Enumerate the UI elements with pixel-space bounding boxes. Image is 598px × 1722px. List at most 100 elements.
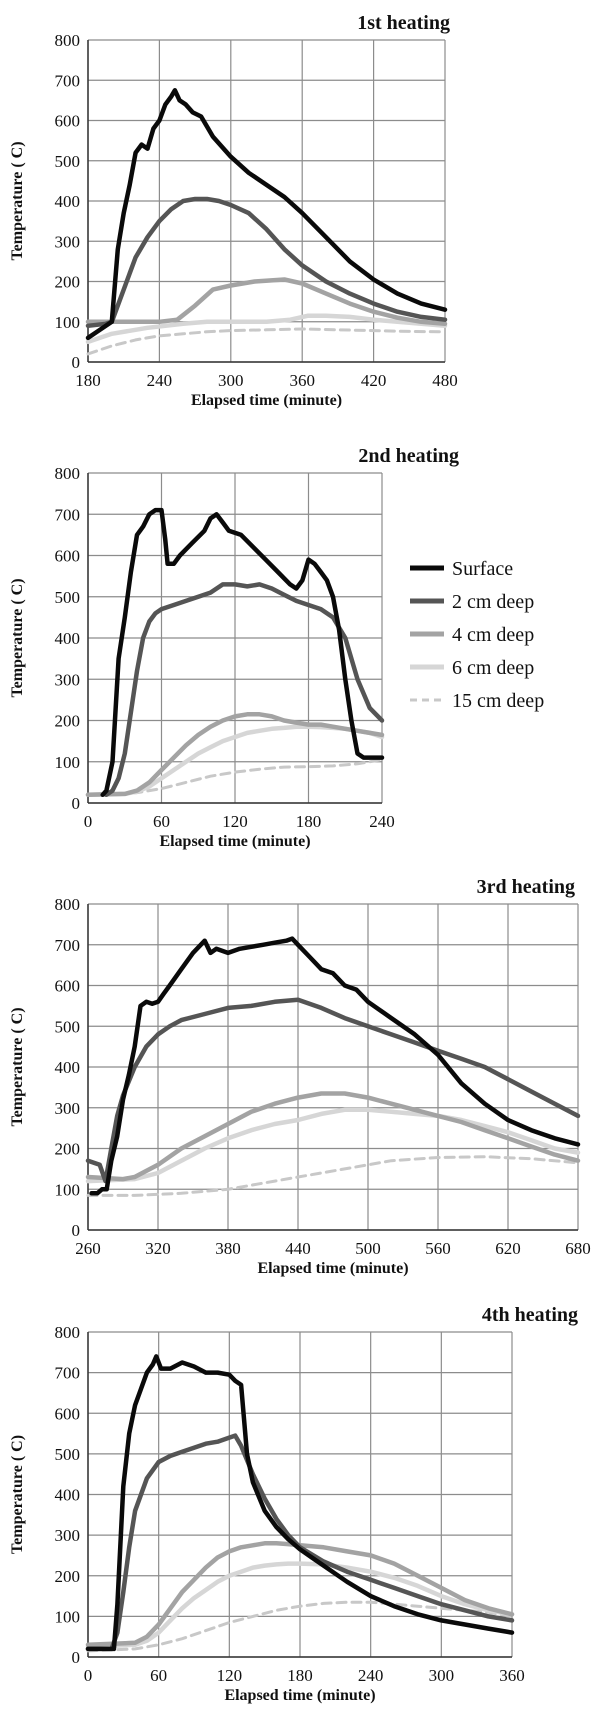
chart-panel-2: 0 100 200 300 400 500 600 700 800 0 60 120 180 240 Ela…	[9, 445, 459, 850]
series-line-15-cm-deep	[86, 1155, 580, 1197]
legend-label-15cm: 15 cm deep	[452, 690, 544, 712]
x-tick-label: 240	[358, 1666, 384, 1685]
legend-label-6cm: 6 cm deep	[452, 657, 534, 679]
y-tick-label: 700	[55, 1364, 81, 1383]
x-tick-label: 500	[355, 1239, 381, 1258]
y-tick-label: 0	[72, 1221, 81, 1240]
y-tick-label: 0	[72, 1648, 81, 1667]
x-tick-label: 300	[429, 1666, 455, 1685]
y-tick-label: 600	[55, 112, 81, 131]
series-line-4-cm-deep	[85, 1091, 581, 1182]
x-tick-label: 480	[432, 371, 458, 390]
y-tick-label: 0	[72, 353, 81, 372]
y-tick-label: 300	[55, 670, 81, 689]
y-tick-label: 600	[55, 547, 81, 566]
series-line-15-cm-deep	[86, 1600, 514, 1653]
series-line-2-cm-deep	[104, 582, 385, 798]
y-tick-label: 700	[55, 71, 81, 90]
y-axis-label: Temperature ( C)	[9, 141, 26, 260]
y-axis-label: Temperature ( C)	[9, 578, 26, 697]
x-tick-label: 240	[147, 371, 173, 390]
y-tick-label: 500	[55, 588, 81, 607]
x-tick-label: 680	[565, 1239, 591, 1258]
y-tick-label: 300	[55, 232, 81, 251]
chart-panel-1: 0 100 200 300 400 500 600 700 800 180 240 300 360 420…	[9, 12, 458, 409]
series-line-4-cm-deep	[85, 712, 385, 798]
y-tick-label: 800	[55, 1323, 81, 1342]
y-axis-label: Temperature ( C)	[9, 1435, 26, 1554]
x-tick-label: 0	[84, 812, 93, 831]
y-tick-label: 400	[55, 629, 81, 648]
chart-title: 2nd heating	[358, 445, 459, 467]
series-line-6-cm-deep	[85, 1107, 581, 1184]
legend-label-2cm: 2 cm deep	[452, 591, 534, 613]
y-tick-label: 0	[72, 794, 81, 813]
chart-panel-4: 0 100 200 300 400 500 600 700 800 0 60 120 180 240 300…	[9, 1304, 578, 1704]
series-line-4-cm-deep	[85, 277, 448, 327]
y-tick-label: 200	[55, 1567, 81, 1586]
chart-title: 4th heating	[482, 1304, 578, 1326]
y-tick-label: 600	[55, 1404, 81, 1423]
series-line-surface	[85, 88, 448, 341]
x-tick-label: 420	[361, 371, 387, 390]
series-line-15-cm-deep	[86, 327, 447, 356]
y-tick-label: 100	[55, 1180, 81, 1199]
x-tick-label: 360	[289, 371, 315, 390]
x-tick-label: 260	[75, 1239, 101, 1258]
y-tick-label: 600	[55, 977, 81, 996]
y-tick-label: 700	[55, 936, 81, 955]
y-tick-label: 500	[55, 1017, 81, 1036]
y-tick-label: 200	[55, 1140, 81, 1159]
x-tick-label: 60	[150, 1666, 167, 1685]
x-axis-label: Elapsed time (minute)	[224, 1687, 375, 1704]
series-line-surface	[89, 936, 581, 1196]
y-axis-label: Temperature ( C)	[9, 1007, 26, 1126]
y-tick-label: 400	[55, 1058, 81, 1077]
x-tick-label: 180	[296, 812, 322, 831]
y-tick-label: 800	[55, 895, 81, 914]
y-tick-label: 800	[55, 464, 81, 483]
x-tick-label: 180	[287, 1666, 313, 1685]
y-tick-label: 500	[55, 1445, 81, 1464]
x-tick-label: 440	[285, 1239, 311, 1258]
x-tick-label: 300	[218, 371, 244, 390]
x-tick-label: 380	[215, 1239, 241, 1258]
x-axis-label: Elapsed time (minute)	[159, 833, 310, 850]
y-tick-label: 100	[55, 1607, 81, 1626]
chart-title: 3rd heating	[477, 876, 575, 898]
x-tick-label: 120	[217, 1666, 243, 1685]
y-tick-label: 800	[55, 31, 81, 50]
x-tick-label: 0	[84, 1666, 93, 1685]
legend: Surface 2 cm deep 4 cm deep 6 cm deep 15…	[410, 558, 544, 712]
chart-panel-3: 0 100 200 300 400 500 600 700 800 260 320 380 440 500…	[9, 876, 591, 1277]
series-line-6-cm-deep	[85, 313, 448, 345]
series-line-15-cm-deep	[86, 758, 384, 797]
y-tick-label: 400	[55, 192, 81, 211]
x-tick-label: 120	[222, 812, 248, 831]
y-tick-label: 300	[55, 1526, 81, 1545]
x-axis-label: Elapsed time (minute)	[191, 392, 342, 409]
x-axis-label: Elapsed time (minute)	[257, 1260, 408, 1277]
series-line-6-cm-deep	[85, 1561, 515, 1650]
x-tick-label: 360	[499, 1666, 525, 1685]
x-tick-label: 60	[153, 812, 170, 831]
y-tick-label: 100	[55, 753, 81, 772]
x-tick-label: 620	[495, 1239, 521, 1258]
chart-title: 1st heating	[357, 12, 450, 34]
y-tick-label: 400	[55, 1486, 81, 1505]
y-tick-label: 200	[55, 712, 81, 731]
y-tick-label: 300	[55, 1099, 81, 1118]
x-tick-label: 320	[145, 1239, 171, 1258]
series-line-surface	[100, 507, 385, 798]
x-tick-label: 180	[75, 371, 101, 390]
y-tick-label: 100	[55, 313, 81, 332]
y-tick-label: 500	[55, 152, 81, 171]
legend-label-surface: Surface	[452, 558, 513, 580]
x-tick-label: 240	[369, 812, 395, 831]
legend-label-4cm: 4 cm deep	[452, 624, 534, 646]
series-line-2-cm-deep	[85, 1433, 515, 1652]
series-line-2-cm-deep	[85, 196, 448, 329]
y-tick-label: 700	[55, 505, 81, 524]
series-line-2-cm-deep	[85, 997, 581, 1184]
